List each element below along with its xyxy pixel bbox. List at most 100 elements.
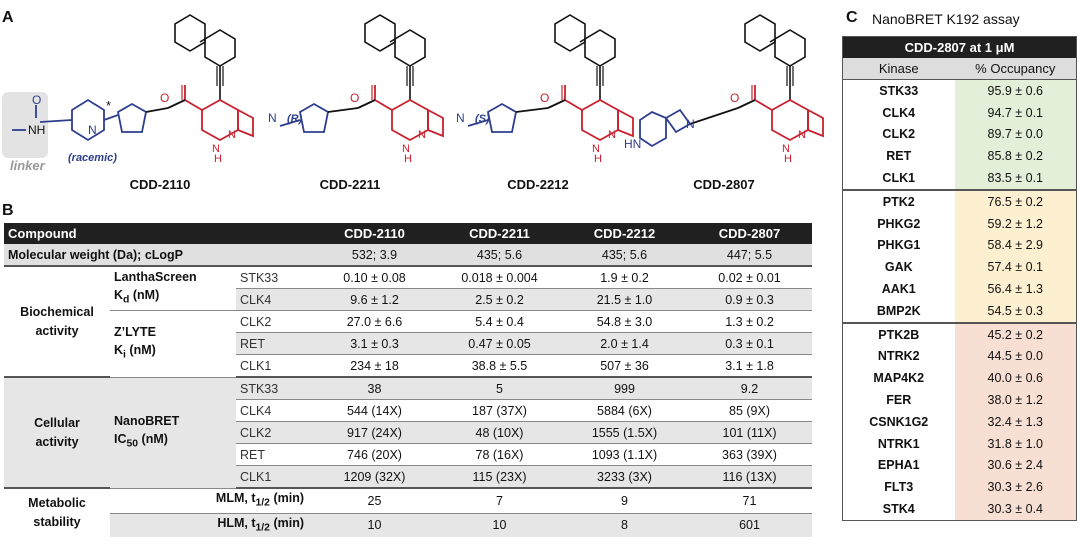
table-cell: 1.3 ± 0.2 [687, 310, 812, 333]
kinase-name: FLT3 [842, 476, 955, 499]
table-row: RET 746 (20X) 78 (16X) 1093 (1.1X) 363 (… [4, 443, 812, 466]
kinase-name: AAK1 [842, 278, 955, 300]
assay-zlyte: Z’LYTE Ki (nM) [110, 310, 236, 378]
atom-o: O [540, 91, 549, 105]
panel-label-a: A [2, 9, 14, 26]
table-cell: 85 (9X) [687, 399, 812, 422]
assay-mlm: MLM, t1/2 (min) [110, 488, 312, 514]
panel-label-c: C [846, 9, 858, 26]
table-row: HLM, t1/2 (min) 10 10 8 601 [4, 513, 812, 537]
table-cell: 25 [312, 488, 437, 514]
occupancy-row: PHKG2 59.2 ± 1.2 [842, 212, 1077, 235]
table-cell: 917 (24X) [312, 421, 437, 444]
occupancy-row: FER 38.0 ± 1.2 [842, 389, 1077, 411]
stereo-s: (S) [475, 113, 490, 125]
atom-n: N [798, 129, 806, 141]
atom-o: O [730, 91, 739, 105]
panel-label-b: B [2, 202, 14, 219]
occupancy-row: NTRK1 31.8 ± 1.0 [842, 432, 1077, 455]
table-row: CLK2 917 (24X) 48 (10X) 1555 (1.5X) 101 … [4, 421, 812, 444]
occupancy-value: 59.2 ± 1.2 [954, 212, 1077, 235]
target-label: CLK2 [236, 310, 312, 333]
atom-n: N [686, 117, 695, 131]
cdd-2212-core [547, 14, 634, 141]
table-cell: 48 (10X) [437, 421, 562, 444]
occupancy-value: 89.7 ± 0.0 [954, 123, 1077, 146]
kinase-name: NTRK1 [842, 432, 955, 455]
occupancy-value: 57.4 ± 0.1 [954, 256, 1077, 279]
molecular-weight-row: Molecular weight (Da); cLogP 532; 3.9 43… [4, 244, 812, 267]
table-cell: 10 [437, 513, 562, 537]
table-cell: 999 [562, 377, 687, 400]
linker-label: linker [10, 158, 45, 173]
racemic-label: (racemic) [68, 152, 117, 164]
table-cell: 746 (20X) [312, 443, 437, 466]
occupancy-header-row: Kinase % Occupancy [842, 58, 1077, 80]
assay-lanthascreen: LanthaScreen Kd (nM) [110, 266, 236, 311]
kinase-name: CLK1 [842, 167, 955, 191]
occupancy-value: 30.3 ± 0.4 [954, 498, 1077, 521]
kinase-name: FER [842, 389, 955, 411]
occupancy-table: CDD-2807 at 1 μM Kinase % Occupancy STK3… [842, 36, 1078, 521]
table-cell: 3233 (3X) [562, 465, 687, 489]
table-cell: 507 ± 36 [562, 354, 687, 378]
target-label: STK33 [236, 377, 312, 400]
table-cell: 3.1 ± 0.3 [312, 332, 437, 355]
table-cell: 0.47 ± 0.05 [437, 332, 562, 355]
kinase-name: CLK4 [842, 101, 955, 124]
cdd-2807-core [737, 14, 824, 141]
section-metabolic: Metabolic stability [4, 488, 110, 537]
table-cell: 1093 (1.1X) [562, 443, 687, 466]
table-cell: 363 (39X) [687, 443, 812, 466]
table-cell: 601 [687, 513, 812, 537]
section-cellular: Cellular activity [4, 377, 110, 489]
table-cell: 5.4 ± 0.4 [437, 310, 562, 333]
table-row: Biochemical activity LanthaScreen Kd (nM) … [4, 266, 812, 378]
mw-label: Molecular weight (Da); cLogP [4, 244, 312, 267]
occupancy-value: 76.5 ± 0.2 [954, 189, 1077, 213]
target-label: RET [236, 443, 312, 466]
table-cell: 10 [312, 513, 437, 537]
atom-o: O [32, 93, 41, 107]
atom-n: N [456, 111, 465, 125]
chemical-structures: O NH N * O N N H N (R) O N N H N (S) O N… [2, 14, 824, 165]
atom-n: N [228, 129, 236, 141]
kinase-name: NTRK2 [842, 345, 955, 368]
table-row: Cellular activity NanoBRET IC50 (nM) STK33… [4, 377, 812, 489]
header-cdd-2807: CDD-2807 [687, 223, 812, 244]
occupancy-row: FLT3 30.3 ± 2.6 [842, 476, 1077, 499]
table-cell: 435; 5.6 [562, 244, 687, 267]
kinase-name: STK33 [842, 79, 955, 102]
kinase-name: MAP4K2 [842, 367, 955, 390]
atom-o: O [350, 91, 359, 105]
properties-table: Compound CDD-2110 CDD-2211 CDD-2212 CDD-… [4, 223, 812, 537]
occupancy-value: 83.5 ± 0.1 [954, 167, 1077, 191]
atom-nh: NH [28, 123, 45, 137]
table-cell: 1.9 ± 0.2 [562, 266, 687, 289]
compound-name-cdd-2211: CDD-2211 [319, 177, 381, 192]
occupancy-row: EPHA1 30.6 ± 2.4 [842, 454, 1077, 477]
table-cell: 0.3 ± 0.1 [687, 332, 812, 355]
table-header-row: Compound CDD-2110 CDD-2211 CDD-2212 CDD-… [4, 223, 812, 244]
table-row: CLK4 544 (14X) 187 (37X) 5884 (6X) 85 (9… [4, 399, 812, 422]
kinase-name: CSNK1G2 [842, 410, 955, 433]
table-cell: 78 (16X) [437, 443, 562, 466]
table-cell: 71 [687, 488, 812, 514]
kinase-name: PTK2B [842, 322, 955, 346]
occupancy-row: CLK4 94.7 ± 0.1 [842, 101, 1077, 124]
header-cdd-2212: CDD-2212 [562, 223, 687, 244]
stereo-r: (R) [287, 113, 303, 125]
compound-name-cdd-2110: CDD-2110 [129, 177, 191, 192]
table-cell: 447; 5.5 [687, 244, 812, 267]
kinase-name: GAK [842, 256, 955, 279]
table-cell: 1209 (32X) [312, 465, 437, 489]
table-cell: 5 [437, 377, 562, 400]
occupancy-value: 95.9 ± 0.6 [954, 79, 1077, 102]
table-cell: 0.018 ± 0.004 [437, 266, 562, 289]
occupancy-value: 45.2 ± 0.2 [954, 322, 1077, 346]
table-cell: 234 ± 18 [312, 354, 437, 378]
kinase-name: EPHA1 [842, 454, 955, 477]
atom-n: N [402, 143, 410, 155]
assay-nanobret: NanoBRET IC50 (nM) [110, 377, 236, 489]
occupancy-row: AAK1 56.4 ± 1.3 [842, 278, 1077, 300]
